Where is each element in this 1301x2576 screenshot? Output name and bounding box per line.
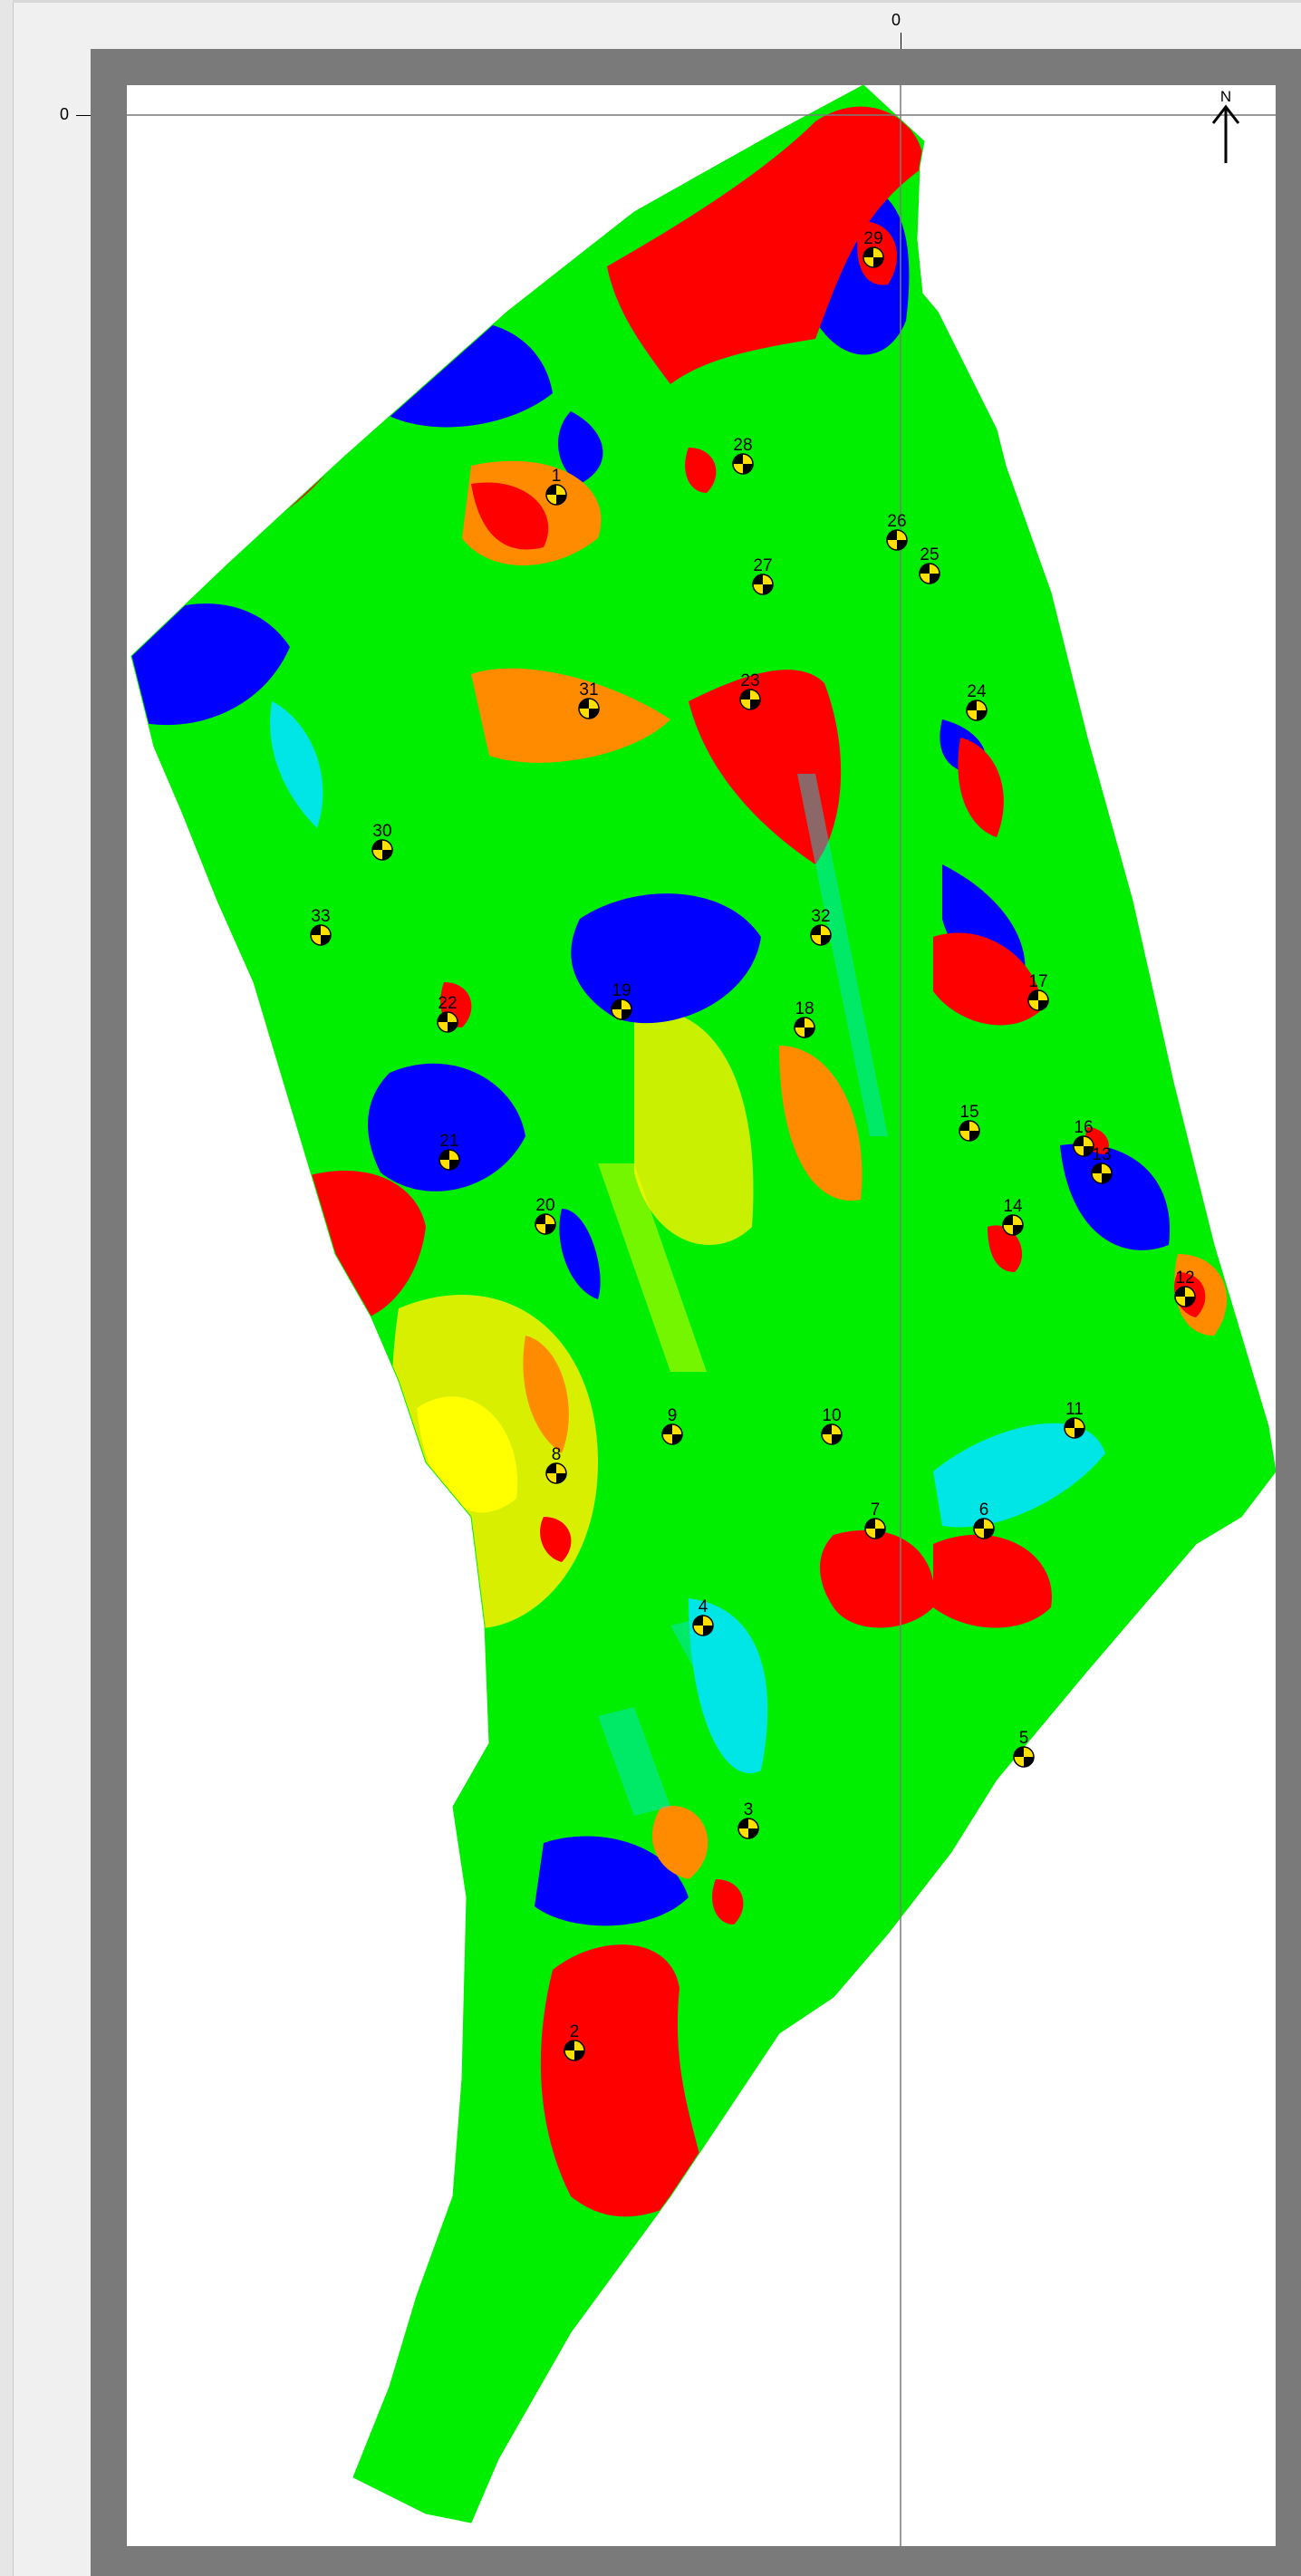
well-marker[interactable]: 24 [966,682,988,721]
well-label: 17 [1028,972,1047,991]
well-label: 33 [311,907,330,926]
well-marker[interactable]: 7 [864,1500,886,1539]
well-label: 19 [612,981,631,1000]
y-axis-origin-label: 0 [60,105,70,123]
well-marker[interactable]: 31 [578,680,600,719]
well-label: 18 [795,999,814,1018]
well-marker[interactable]: 33 [310,907,332,946]
well-label: 16 [1074,1118,1093,1137]
well-marker[interactable]: 6 [973,1500,995,1539]
y-axis-origin-tick [76,115,91,116]
well-marker[interactable]: 30 [371,822,393,861]
well-marker[interactable]: 17 [1027,972,1049,1011]
well-marker[interactable]: 13 [1091,1145,1113,1184]
north-arrow: N [1211,88,1240,163]
striping-artifacts [598,774,888,1816]
well-marker[interactable]: 11 [1064,1400,1085,1439]
well-marker[interactable]: 1 [545,467,567,506]
well-label: 10 [822,1406,841,1425]
well-marker[interactable]: 10 [821,1406,843,1445]
well-marker[interactable]: 9 [661,1406,683,1445]
well-label: 12 [1175,1269,1194,1288]
well-marker[interactable]: 12 [1174,1269,1196,1307]
well-marker[interactable]: 14 [1002,1197,1024,1236]
well-label: 25 [920,545,939,564]
well-label: 3 [744,1800,754,1819]
well-marker[interactable]: 26 [886,512,908,551]
well-marker[interactable]: 5 [1013,1729,1035,1768]
well-marker[interactable]: 2 [564,2022,585,2061]
well-marker[interactable]: 18 [794,999,815,1038]
well-label: 24 [967,682,987,701]
well-label: 22 [438,994,457,1013]
well-marker[interactable]: 23 [739,671,761,710]
well-label: 6 [979,1500,989,1520]
well-marker[interactable]: 29 [863,229,884,268]
well-marker[interactable]: 3 [737,1800,759,1839]
map-canvas[interactable]: N 1 2 3 4 5 6 7 8 9 10 11 12 13 14 15 16 17 18 19 20 21 22 23 2… [127,85,1276,2546]
well-label: 11 [1065,1400,1084,1419]
well-label: 26 [887,512,906,531]
north-arrow-label: N [1220,88,1231,105]
well-marker[interactable]: 28 [732,436,754,475]
well-marker[interactable]: 25 [919,545,940,584]
well-label: 29 [863,229,882,248]
well-label: 2 [570,2022,580,2041]
top-margin-strip [13,0,1301,3]
well-marker[interactable]: 27 [752,556,774,595]
well-label: 7 [871,1500,881,1520]
well-marker[interactable]: 15 [959,1103,980,1142]
well-label: 4 [699,1597,708,1616]
well-label: 13 [1092,1145,1111,1164]
well-marker[interactable]: 22 [437,994,458,1033]
well-marker[interactable]: 8 [545,1445,567,1484]
left-margin-strip [0,0,14,2576]
well-label: 1 [552,467,562,486]
well-label: 8 [552,1445,562,1464]
well-marker[interactable]: 20 [535,1196,556,1235]
well-label: 21 [439,1132,458,1151]
well-marker[interactable]: 4 [692,1597,714,1636]
well-label: 28 [733,436,752,455]
well-label: 9 [668,1406,678,1425]
well-label: 20 [535,1196,554,1215]
survey-boundary [130,85,1276,2523]
well-label: 5 [1019,1729,1029,1748]
well-label: 15 [959,1103,978,1122]
well-label: 31 [579,680,598,699]
well-marker[interactable]: 21 [438,1132,460,1171]
well-label: 32 [811,907,830,926]
well-marker[interactable]: 32 [810,907,832,946]
well-label: 30 [372,822,391,841]
well-marker[interactable]: 16 [1073,1118,1094,1157]
well-label: 23 [740,671,759,690]
well-label: 14 [1003,1197,1023,1216]
x-axis-origin-label: 0 [891,11,901,29]
well-label: 27 [753,556,772,575]
well-marker[interactable]: 19 [611,981,632,1020]
